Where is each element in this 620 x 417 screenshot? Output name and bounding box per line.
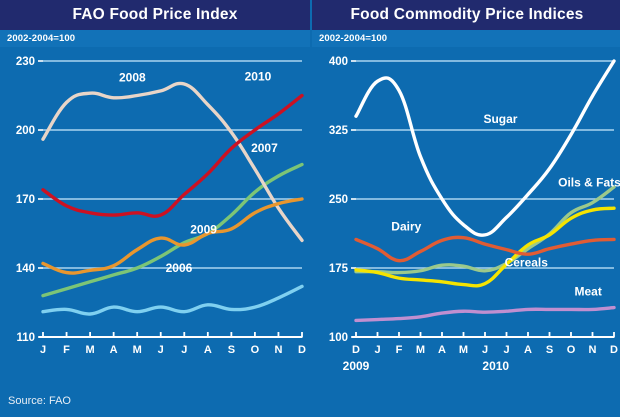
y-axis-tick-label: 325 xyxy=(329,125,349,137)
series-line-2006 xyxy=(41,284,304,316)
y-axis-tick-label: 110 xyxy=(16,332,35,344)
right-plot-area: 100 175 250 325 400 D J F M A M J J A S O N D 2009 2010 Suga… xyxy=(312,47,620,385)
x-axis-year-label: 2010 xyxy=(482,359,509,373)
series-label-2009: 2009 xyxy=(190,223,217,237)
y-axis-tick-label: 140 xyxy=(16,263,35,275)
series-label-cereals: Cereals xyxy=(505,256,549,270)
right-panel-title: Food Commodity Price Indices xyxy=(350,6,584,23)
panel-food-commodity-price-indices: Food Commodity Price Indices 2002-2004=1… xyxy=(312,0,620,385)
y-axis-tick-label: 200 xyxy=(16,125,35,137)
right-panel-subtitle: 2002-2004=100 xyxy=(319,33,388,44)
x-axis-tick-label: D xyxy=(610,344,618,356)
y-axis-tick-label: 230 xyxy=(16,56,35,68)
series-line-2010 xyxy=(41,93,304,218)
series-line-oils-fats xyxy=(354,185,616,275)
x-axis-tick-label: M xyxy=(459,344,468,356)
x-axis-tick-label: N xyxy=(589,344,597,356)
left-panel-title: FAO Food Price Index xyxy=(72,6,238,23)
y-axis-tick-label: 100 xyxy=(329,332,348,344)
panel-fao-food-price-index: FAO Food Price Index 2002-2004=100 110 14… xyxy=(0,0,312,385)
source-label: Source: FAO xyxy=(8,395,71,407)
x-axis-tick-label: J xyxy=(503,344,509,356)
y-axis-tick-label: 250 xyxy=(329,194,348,206)
x-axis-tick-label: F xyxy=(63,344,70,356)
x-axis-tick-label: A xyxy=(110,344,118,356)
right-panel-subheader: 2002-2004=100 xyxy=(312,30,620,47)
series-label-2006: 2006 xyxy=(166,261,193,275)
series-line-meat xyxy=(354,305,616,323)
x-axis-year-label: 2009 xyxy=(343,359,370,373)
x-axis-tick-label: D xyxy=(298,344,306,356)
left-panel-subheader: 2002-2004=100 xyxy=(0,30,310,47)
y-axis-tick-label: 400 xyxy=(329,56,348,68)
series-label-2008: 2008 xyxy=(119,71,146,85)
x-axis-tick-label: O xyxy=(251,344,260,356)
x-axis-tick-label: S xyxy=(546,344,553,356)
y-axis-tick-label: 170 xyxy=(16,194,35,206)
x-axis-tick-label: A xyxy=(204,344,212,356)
x-axis-tick-label: O xyxy=(567,344,576,356)
x-axis-tick-label: A xyxy=(524,344,532,356)
x-axis-tick-label: A xyxy=(438,344,446,356)
series-line-2008 xyxy=(41,81,304,243)
series-label-meat: Meat xyxy=(575,285,602,299)
x-axis-tick-label: J xyxy=(40,344,46,356)
figure-footer: Source: FAO xyxy=(0,385,620,417)
series-label-2007: 2007 xyxy=(251,141,278,155)
series-line-dairy xyxy=(354,235,616,263)
series-label-2010: 2010 xyxy=(245,69,272,83)
left-panel-subtitle: 2002-2004=100 xyxy=(7,33,76,44)
x-axis-tick-label: M xyxy=(416,344,425,356)
x-axis-tick-label: J xyxy=(181,344,187,356)
panels-container: FAO Food Price Index 2002-2004=100 110 14… xyxy=(0,0,620,385)
left-plot-area: 110 140 170 200 230 J F M A M J J A S O N D 2006 2007 2008 2… xyxy=(0,47,310,385)
x-axis-tick-label: M xyxy=(133,344,142,356)
x-axis-tick-label: N xyxy=(274,344,282,356)
left-panel-header: FAO Food Price Index xyxy=(0,0,310,30)
x-axis-tick-label: J xyxy=(482,344,488,356)
series-label-sugar: Sugar xyxy=(483,112,517,126)
series-label-oils-fats: Oils & Fats xyxy=(558,176,620,190)
series-label-dairy: Dairy xyxy=(391,220,421,234)
x-axis-tick-label: M xyxy=(86,344,95,356)
right-panel-header: Food Commodity Price Indices xyxy=(312,0,620,30)
x-axis-tick-label: J xyxy=(374,344,380,356)
series-line-sugar xyxy=(354,59,616,237)
x-axis-tick-label: S xyxy=(228,344,235,356)
x-axis-tick-label: D xyxy=(352,344,360,356)
x-axis-tick-label: J xyxy=(158,344,164,356)
series-line-2009 xyxy=(41,197,304,275)
x-axis-tick-label: F xyxy=(396,344,403,356)
y-axis-tick-label: 175 xyxy=(329,263,349,275)
series-line-cereals xyxy=(354,206,616,288)
series-line-2007 xyxy=(41,162,304,298)
